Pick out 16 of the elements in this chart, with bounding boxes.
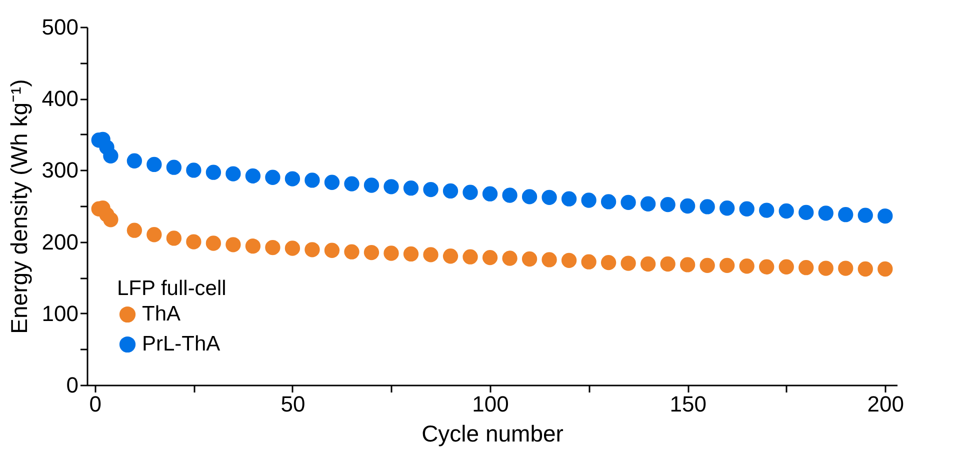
- legend-label: ThA: [142, 302, 181, 326]
- x-tick-label: 150: [670, 392, 706, 416]
- x-tick-label: 100: [472, 392, 509, 416]
- y-tick-label: 200: [42, 229, 78, 254]
- y-axis-title: Energy density (Wh kg⁻¹): [6, 79, 32, 334]
- y-tick-label: 500: [42, 14, 78, 40]
- y-tick-label: 0: [66, 372, 78, 398]
- x-axis-title: Cycle number: [422, 420, 564, 446]
- y-tick-label: 100: [42, 300, 78, 326]
- y-tick-label: 400: [42, 86, 78, 112]
- x-tick-label: 200: [867, 392, 904, 416]
- x-tick-label: 0: [89, 392, 102, 416]
- y-tick-label: 300: [42, 158, 78, 183]
- legend-label: PrL-ThA: [142, 332, 220, 356]
- x-tick-label: 50: [280, 392, 306, 416]
- legend-title: LFP full-cell: [117, 277, 226, 300]
